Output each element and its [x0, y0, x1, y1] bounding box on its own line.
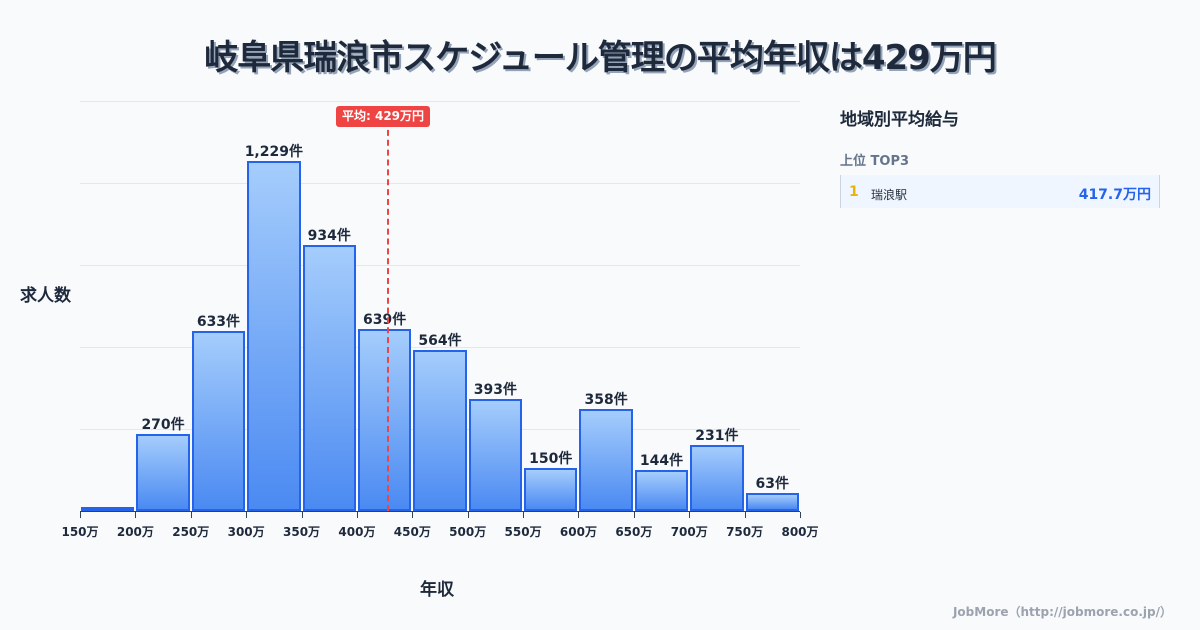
footer-credit: JobMore（http://jobmore.co.jp/）: [952, 605, 1172, 619]
bar-value-label: 150件: [529, 451, 573, 468]
histogram-bar: [634, 470, 689, 511]
y-axis-label: 求人数: [20, 286, 71, 306]
x-tick: [135, 512, 137, 518]
page-title: 岐阜県瑞浪市スケジュール管理の平均年収は429万円: [204, 38, 997, 78]
x-axis-line: [80, 511, 800, 512]
bar-value-label: 393件: [473, 382, 517, 399]
x-tick-label: 500万: [449, 525, 487, 539]
x-tick-label: 450万: [393, 525, 431, 539]
grid-line: [80, 347, 800, 348]
histogram-bar: [468, 399, 523, 511]
x-tick-label: 350万: [283, 525, 321, 539]
bar-value-label: 934件: [307, 228, 351, 245]
bar-value-label: 144件: [639, 453, 684, 469]
bar-value-label: 1,229件: [244, 144, 303, 161]
x-tick: [633, 512, 635, 518]
average-line: [387, 120, 389, 511]
x-tick-label: 150万: [61, 525, 99, 539]
histogram-bar: [302, 245, 356, 511]
histogram-bar: [579, 409, 633, 511]
rank-value: 417.7万円: [1078, 187, 1151, 203]
x-tick-label: 250万: [172, 525, 210, 539]
x-tick: [356, 512, 358, 518]
bar-value-label: 633件: [196, 313, 241, 330]
rank-number: 1: [849, 184, 859, 200]
x-tick: [246, 512, 248, 518]
histogram-bar: [136, 434, 190, 511]
sidebar-subtitle: 上位 TOP3: [840, 154, 910, 169]
grid-line: [80, 183, 800, 184]
sidebar-title: 地域別平均給与: [840, 110, 959, 130]
bar-value-label: 564件: [418, 333, 462, 350]
histogram-bar: [745, 493, 799, 511]
histogram-bar: [357, 329, 412, 511]
x-tick-label: 700万: [670, 525, 708, 539]
rank-name: 瑞浪駅: [871, 188, 908, 202]
x-tick: [301, 512, 303, 518]
histogram-bar: [191, 330, 246, 511]
x-tick-label: 600万: [559, 525, 597, 539]
x-tick-label: 800万: [781, 525, 819, 539]
x-axis-label: 年収: [420, 580, 454, 600]
x-tick-label: 650万: [615, 525, 653, 539]
x-tick: [800, 512, 801, 518]
histogram-bar: [690, 445, 744, 511]
rank-row: 1 瑞浪駅 417.7万円: [840, 175, 1160, 208]
histogram-bar: [81, 507, 135, 511]
x-tick: [578, 512, 580, 518]
x-tick: [412, 512, 414, 518]
average-badge: 平均: 429万円: [336, 106, 431, 127]
bar-value-label: 63件: [755, 476, 790, 493]
x-tick: [80, 512, 81, 518]
x-tick: [467, 512, 469, 518]
x-tick: [190, 512, 192, 518]
x-tick: [744, 512, 746, 518]
x-tick-label: 550万: [504, 525, 542, 539]
x-tick-label: 750万: [726, 525, 764, 539]
grid-line: [80, 265, 800, 266]
x-tick-label: 200万: [116, 525, 154, 539]
x-tick: [523, 512, 525, 518]
histogram-plot: 270件 633件 1,229件 934件 639件 564件 393件 150件 358件 14…: [80, 101, 800, 511]
bar-value-label: 270件: [141, 417, 185, 434]
x-tick: [689, 512, 691, 518]
bar-value-label: 358件: [584, 392, 628, 409]
histogram-bar: [247, 161, 301, 511]
histogram-bar: [524, 468, 578, 511]
x-tick-label: 300万: [227, 525, 265, 539]
bar-value-label: 231件: [695, 428, 739, 445]
bar-value-label: 639件: [362, 312, 407, 329]
grid-line: [80, 101, 800, 102]
histogram-bar: [413, 350, 467, 511]
x-tick-label: 400万: [338, 525, 376, 539]
